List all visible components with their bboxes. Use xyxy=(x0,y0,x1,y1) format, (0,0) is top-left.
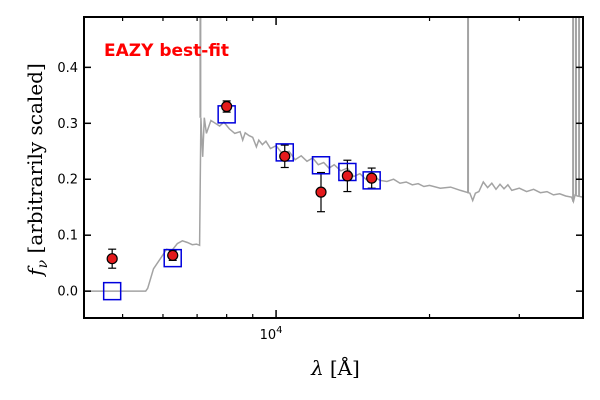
y-axis-rest: [arbitrarily scaled] xyxy=(23,63,47,260)
observed-point xyxy=(341,170,353,182)
observed-point xyxy=(315,186,327,198)
observed-point xyxy=(221,100,233,113)
model-flux-box xyxy=(163,248,182,268)
model-flux-box xyxy=(102,281,122,301)
y-axis-title: fν [arbitrarily scaled] xyxy=(23,63,51,278)
model-boxes-layer xyxy=(102,105,381,301)
template-spectrum-line xyxy=(84,117,584,292)
observed-point xyxy=(106,253,118,265)
y-tick-label: 0.3 xyxy=(57,117,78,132)
x-axis-unit: [Å] xyxy=(330,355,360,380)
error-bars-layer xyxy=(108,100,376,269)
legend-label: EAZY best-fit xyxy=(104,41,229,61)
y-tick-label: 0.0 xyxy=(57,285,78,300)
y-axis-subscript: ν xyxy=(35,259,51,268)
y-tick-label: 0.1 xyxy=(57,229,78,244)
axis-ticks-layer: 0.0 0.1 0.2 0.3 0.4 104 xyxy=(57,17,584,343)
model-flux-box xyxy=(362,171,381,190)
x-axis-title: λ [Å] xyxy=(310,355,360,380)
y-tick-label: 0.4 xyxy=(57,61,78,76)
template-spectrum-layer xyxy=(84,17,584,292)
observed-point xyxy=(366,172,378,184)
observed-points-layer xyxy=(106,100,378,265)
observed-point xyxy=(279,150,291,162)
y-tick-label: 0.2 xyxy=(57,173,78,188)
observed-point xyxy=(167,249,179,261)
x-axis-symbol: λ xyxy=(310,356,324,380)
x-tick-label: 104 xyxy=(260,325,283,343)
model-flux-box xyxy=(311,156,331,175)
plot-frame xyxy=(83,16,584,319)
